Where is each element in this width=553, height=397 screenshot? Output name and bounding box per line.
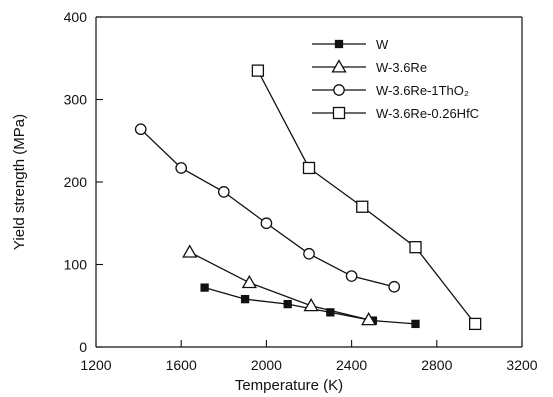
w-3-6re-1tho-point — [345, 270, 358, 282]
w-3-6re-0-26hfc-point — [468, 317, 482, 331]
w-3-6re-point — [182, 244, 198, 258]
series-layer — [134, 64, 482, 331]
w-point — [200, 283, 209, 292]
w-3-6re-0-26hfc-point — [356, 200, 369, 213]
legend-item-w: W — [312, 37, 389, 52]
w-point — [240, 294, 250, 304]
legend-label: W — [376, 37, 389, 52]
w-3-6re-0-26hfc-point — [302, 161, 316, 175]
legend-item-w-3-6re-0-26hfc: W-3.6Re-0.26HfC — [312, 106, 479, 121]
plot-frame — [95, 16, 523, 348]
w-3-6re-point — [331, 59, 347, 73]
y-axis-title: Yield strength (MPa) — [11, 114, 28, 250]
legend-label: W-3.6Re-0.26HfC — [376, 106, 479, 121]
w-point — [334, 39, 344, 49]
x-axis-ticks: 1200 1600 2000 2400 2800 3200 — [80, 340, 538, 373]
legend: W W-3.6Re W-3.6Re-1ThO₂ W-3.6Re-0.26HfC — [312, 37, 479, 121]
legend-item-w-3-6re-1tho: W-3.6Re-1ThO₂ — [312, 83, 469, 98]
w-3-6re-1tho-point — [134, 123, 147, 136]
legend-item-w-3-6re: W-3.6Re — [312, 59, 427, 75]
series-w-3-6re-1tho — [134, 123, 401, 293]
w-3-6re-1tho-point — [388, 280, 401, 293]
y-tick-label: 200 — [64, 174, 88, 190]
legend-label: W-3.6Re — [376, 60, 427, 75]
w-3-6re-0-26hfc-point — [251, 64, 265, 77]
x-tick-label: 2400 — [336, 357, 367, 373]
w-3-6re-point — [361, 311, 377, 326]
x-tick-label: 2800 — [421, 357, 452, 373]
x-tick-label: 3200 — [506, 357, 537, 373]
series-w-3-6re — [182, 244, 377, 326]
w-point — [283, 299, 292, 309]
y-tick-label: 0 — [79, 339, 87, 355]
w-point — [326, 308, 335, 317]
y-tick-label: 400 — [64, 9, 88, 25]
series-w-3-6re-0-26hfc — [251, 64, 482, 331]
w-point — [411, 319, 420, 329]
w-3-6re-0-26hfc-point — [332, 106, 346, 120]
y-tick-label: 100 — [64, 257, 88, 273]
x-axis-title: Temperature (K) — [235, 377, 343, 394]
x-tick-label: 1200 — [80, 357, 111, 373]
w-3-6re-line — [189, 251, 369, 321]
w-3-6re-point — [241, 274, 257, 289]
y-tick-label: 300 — [64, 92, 88, 108]
w-3-6re-1tho-point — [260, 217, 273, 230]
w-3-6re-1tho-point — [217, 186, 230, 198]
w-3-6re-1tho-point — [303, 247, 315, 260]
w-3-6re-point — [303, 297, 319, 312]
w-3-6re-1tho-point — [333, 84, 345, 96]
legend-label: W-3.6Re-1ThO₂ — [376, 83, 469, 98]
y-axis-ticks: 0 100 200 300 400 — [64, 9, 103, 355]
x-tick-label: 1600 — [166, 357, 197, 373]
w-3-6re-0-26hfc-point — [409, 241, 422, 254]
w-3-6re-1tho-point — [175, 162, 188, 174]
x-tick-label: 2000 — [251, 357, 282, 373]
